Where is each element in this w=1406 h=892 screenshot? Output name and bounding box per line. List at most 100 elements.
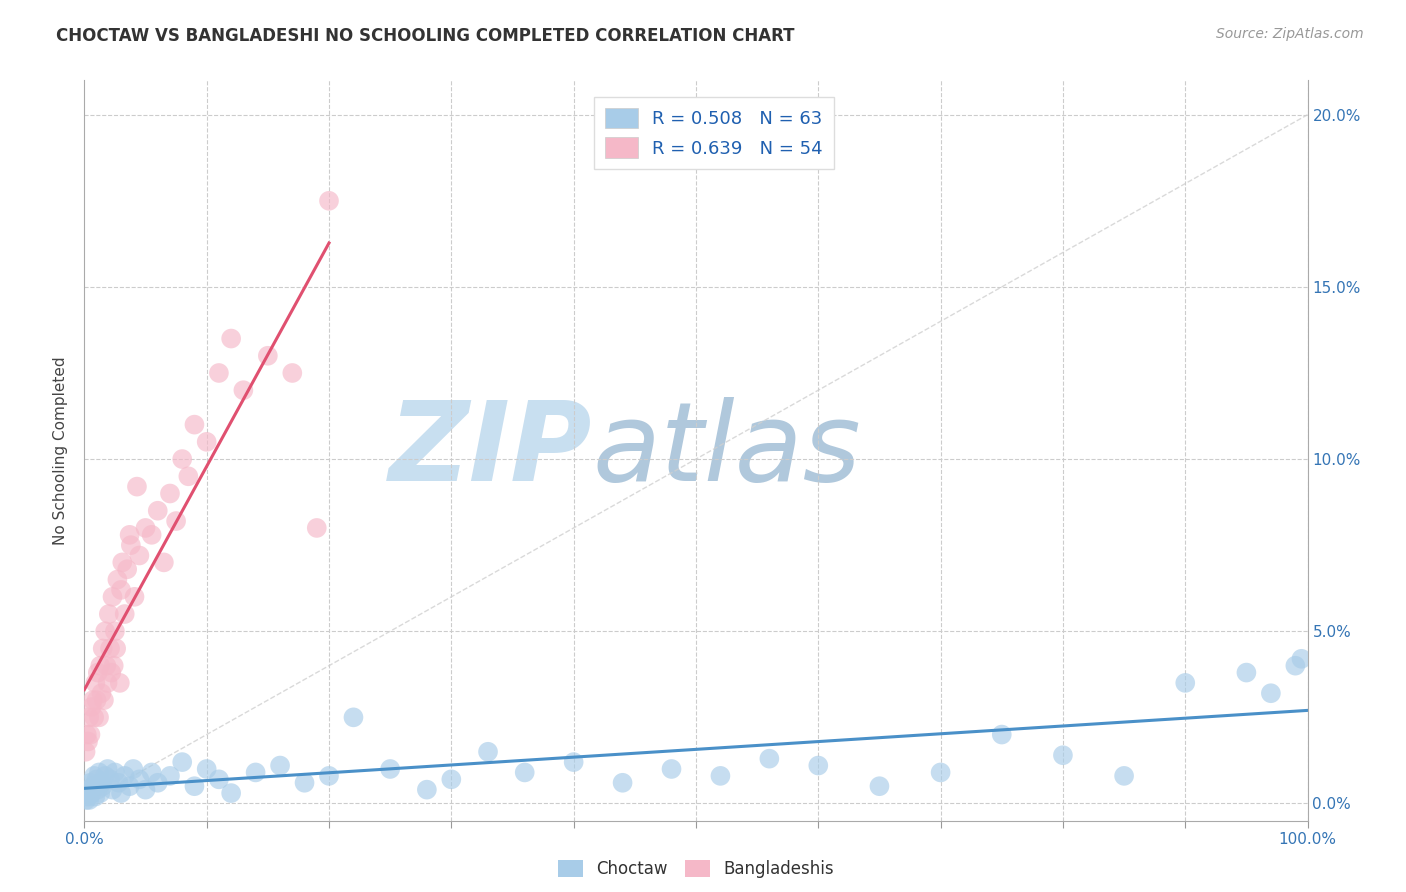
Point <box>661 762 683 776</box>
Point <box>1260 686 1282 700</box>
Point <box>195 762 218 776</box>
Point <box>612 776 634 790</box>
Point <box>172 452 194 467</box>
Point <box>77 782 100 797</box>
Point <box>709 769 731 783</box>
Point <box>86 693 108 707</box>
Point <box>807 758 830 772</box>
Point <box>94 624 117 639</box>
Point <box>75 793 97 807</box>
Point <box>76 789 98 804</box>
Point <box>77 789 100 804</box>
Point <box>135 521 157 535</box>
Point <box>120 538 142 552</box>
Point <box>1174 676 1197 690</box>
Point <box>318 769 340 783</box>
Point <box>91 641 114 656</box>
Y-axis label: No Schooling Completed: No Schooling Completed <box>52 356 67 545</box>
Point <box>98 641 121 656</box>
Point <box>80 700 103 714</box>
Text: atlas: atlas <box>592 397 860 504</box>
Point <box>96 658 118 673</box>
Point <box>77 793 100 807</box>
Point <box>84 789 107 804</box>
Point <box>89 658 111 673</box>
Point <box>257 349 280 363</box>
Point <box>141 765 163 780</box>
Point <box>141 528 163 542</box>
Point <box>103 658 125 673</box>
Point <box>416 782 439 797</box>
Point <box>97 762 120 776</box>
Point <box>440 772 463 787</box>
Point <box>208 366 231 380</box>
Point <box>124 590 146 604</box>
Point <box>77 734 100 748</box>
Point <box>105 573 128 587</box>
Point <box>79 727 101 741</box>
Point <box>219 786 242 800</box>
Point <box>269 758 291 772</box>
Point <box>105 641 128 656</box>
Point <box>245 765 267 780</box>
Point <box>87 765 110 780</box>
Point <box>90 776 112 790</box>
Point <box>1236 665 1258 680</box>
Point <box>87 782 110 797</box>
Point <box>513 765 536 780</box>
Point <box>281 366 304 380</box>
Point <box>195 434 218 449</box>
Point <box>118 528 141 542</box>
Point <box>305 521 328 535</box>
Text: ZIP: ZIP <box>388 397 592 504</box>
Point <box>104 624 127 639</box>
Point <box>1284 658 1306 673</box>
Point <box>98 772 121 787</box>
Point <box>318 194 340 208</box>
Point <box>125 480 148 494</box>
Point <box>104 765 127 780</box>
Point <box>128 772 150 787</box>
Point <box>183 779 205 793</box>
Point <box>90 686 112 700</box>
Point <box>122 762 145 776</box>
Point <box>380 762 402 776</box>
Point <box>477 745 499 759</box>
Point <box>100 665 122 680</box>
Point <box>75 745 97 759</box>
Point <box>101 590 124 604</box>
Point <box>101 782 124 797</box>
Point <box>114 769 136 783</box>
Point <box>84 676 107 690</box>
Point <box>110 582 132 597</box>
Text: Source: ZipAtlas.com: Source: ZipAtlas.com <box>1216 27 1364 41</box>
Point <box>929 765 952 780</box>
Point <box>77 710 100 724</box>
Point <box>1114 769 1136 783</box>
Point <box>115 562 138 576</box>
Point <box>97 676 120 690</box>
Text: CHOCTAW VS BANGLADESHI NO SCHOOLING COMPLETED CORRELATION CHART: CHOCTAW VS BANGLADESHI NO SCHOOLING COMP… <box>56 27 794 45</box>
Point <box>79 776 101 790</box>
Point <box>159 486 181 500</box>
Point <box>172 755 194 769</box>
Point <box>232 383 254 397</box>
Point <box>135 782 157 797</box>
Point <box>159 769 181 783</box>
Point <box>1052 748 1074 763</box>
Point <box>89 786 111 800</box>
Point <box>869 779 891 793</box>
Point <box>183 417 205 432</box>
Point <box>94 769 117 783</box>
Point <box>91 779 114 793</box>
Point <box>82 693 104 707</box>
Point <box>83 769 105 783</box>
Point <box>107 776 129 790</box>
Point <box>93 693 115 707</box>
Point <box>165 514 187 528</box>
Point <box>562 755 585 769</box>
Point <box>82 779 104 793</box>
Point <box>342 710 364 724</box>
Point <box>87 710 110 724</box>
Point <box>146 776 169 790</box>
